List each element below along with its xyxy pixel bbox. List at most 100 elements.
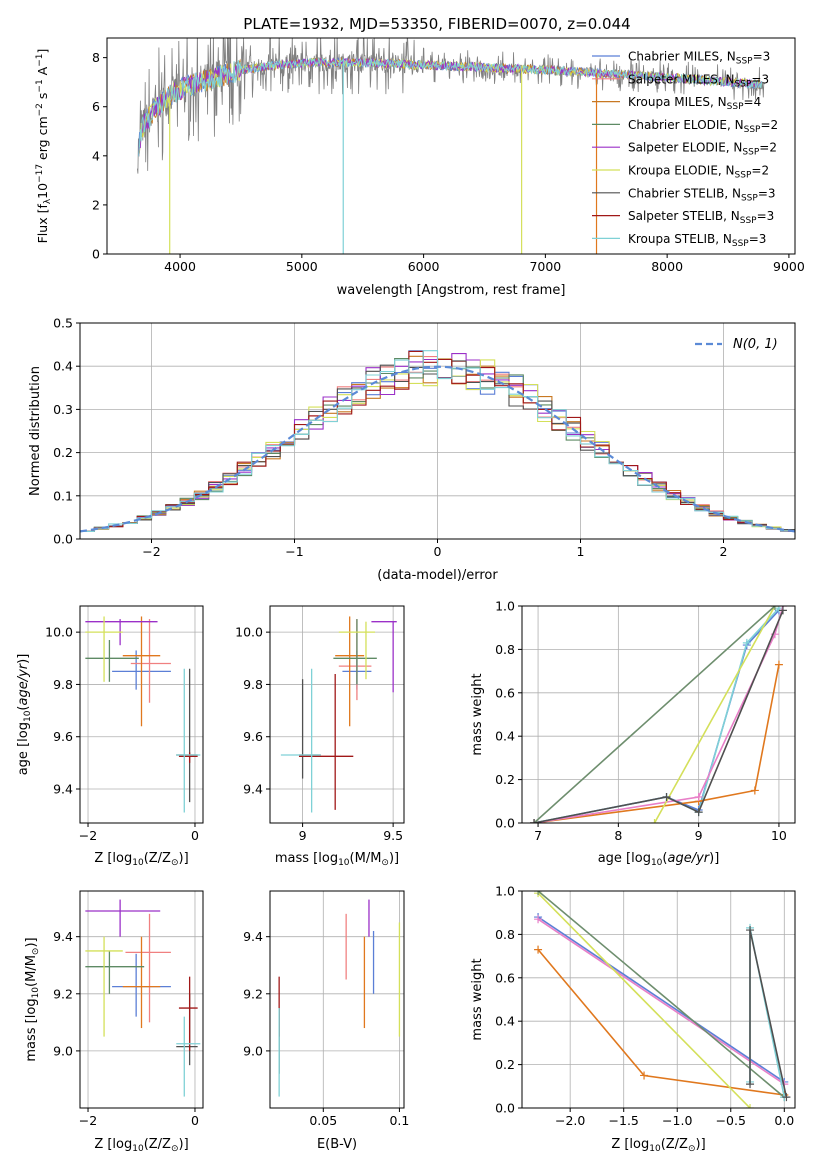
spectrum-y-label-part: −1 — [35, 79, 45, 92]
weight-marker — [746, 926, 755, 935]
y-tick-label: 1.0 — [495, 884, 515, 899]
age_vs_Z-x-label-part: Z [log — [94, 851, 132, 866]
x-tick-label: 9 — [299, 828, 307, 843]
age_vs_Z-y-label-group: age [log10(age/yr)] — [16, 654, 33, 776]
y-tick-label: 8 — [92, 50, 100, 65]
age_vs_mass-x-label-part: (M/M — [350, 851, 382, 866]
x-tick-label: 7000 — [529, 259, 561, 274]
y-tick-label: 0 — [92, 247, 100, 262]
weight-marker — [534, 891, 543, 895]
weight_vs_Z-panel: −2.0 −1.5 −1.0 −0.5 0.0 0.0 0.2 0.4 0.6 0.8 1.0 Z [… — [470, 884, 796, 1154]
weight-marker — [534, 915, 543, 924]
mass_vs_Z-y-label-part: )] — [24, 937, 39, 947]
legend-label-part: SSP — [735, 171, 752, 181]
legend-label: Chabrier ELODIE, NSSP=2 — [628, 118, 778, 135]
mass_vs_Z-y-label: mass [log10(M/M⊙)] — [24, 937, 41, 1061]
legend-label-part: SSP — [742, 148, 759, 158]
y-tick-label: 0.4 — [495, 729, 515, 744]
weight-marker — [750, 786, 759, 795]
weight-marker — [534, 945, 543, 954]
legend-label-part: Kroupa MILES, N — [628, 95, 727, 109]
y-tick-label: 10.0 — [235, 625, 263, 640]
weight-line — [537, 891, 785, 1098]
x-tick-label: 9 — [695, 828, 703, 843]
legend-label: Salpeter MILES, NSSP=3 — [628, 72, 769, 89]
x-tick-label: −1 — [285, 544, 303, 559]
mass_vs_Z-axes: −2 0 9.0 9.2 9.4 — [53, 929, 199, 1128]
age_vs_Z-axes: −2 0 9.4 9.6 9.8 10.0 — [45, 625, 199, 843]
residuals-panel: −2 −1 0 1 2 0.0 0.1 0.2 0.3 0.4 0.5 (data-model)/er… — [28, 316, 796, 583]
y-tick-label: 9.0 — [53, 1043, 73, 1058]
weight_vs_Z-x-label-part: ⊙ — [688, 1144, 696, 1154]
mass_vs_Z-y-label-part: mass [log — [24, 998, 39, 1061]
y-tick-label: 0.2 — [53, 445, 73, 460]
age_vs_Z-y-label-part: age/yr — [16, 662, 31, 705]
spectrum-y-label-part: ] — [35, 49, 50, 54]
spectrum-frame — [106, 37, 796, 255]
spectrum-model-line — [138, 56, 763, 157]
y-tick-label: 2 — [92, 197, 100, 212]
weight_vs_age-frame — [521, 605, 796, 824]
y-tick-label: 9.8 — [53, 677, 73, 692]
legend-label-part: SSP — [727, 102, 744, 112]
legend-label-part: Chabrier STELIB, N — [628, 186, 741, 200]
weight_vs_age-axes: 7 8 9 10 0.0 0.2 0.4 0.6 0.8 1.0 — [495, 599, 787, 844]
mass_vs_Z-x-label-part: ⊙ — [171, 1144, 179, 1154]
mass_vs_Z-x-label-part: Z [log — [94, 1137, 132, 1152]
y-tick-label: 0.2 — [495, 772, 515, 787]
gaussian-curve — [80, 365, 795, 533]
y-tick-label: 9.4 — [243, 782, 263, 797]
x-tick-label: 9.5 — [383, 828, 403, 843]
age_vs_mass-x-label: mass [log10(M/M⊙)] — [275, 851, 399, 868]
legend-label-part: SSP — [736, 57, 753, 67]
age_vs_Z-frame — [79, 605, 204, 824]
weight-line — [533, 664, 780, 823]
x-tick-label: 0.05 — [309, 1113, 337, 1128]
spectrum-panel: 4000 5000 6000 7000 8000 9000 0 2 4 6 8 wavelength … — [35, 37, 805, 298]
age_vs_Z-x-label-part: 10 — [132, 858, 144, 868]
x-tick-label: 0 — [191, 828, 199, 843]
residuals-plot-area — [80, 350, 795, 533]
y-tick-label: 0.4 — [53, 359, 73, 374]
age_vs_Z-x-label-part: (Z/Z — [144, 851, 171, 866]
legend-label: Salpeter STELIB, NSSP=3 — [628, 209, 774, 226]
x-tick-label: 8 — [614, 828, 622, 843]
weight_vs_age-x-label: age [log10(age/yr)] — [598, 851, 720, 868]
legend-label-part: Salpeter STELIB, N — [628, 209, 740, 223]
x-tick-label: −2.0 — [555, 1113, 585, 1128]
y-tick-label: 9.4 — [53, 782, 73, 797]
x-tick-label: 1 — [577, 544, 585, 559]
weight-marker — [662, 792, 671, 801]
mass_vs_Z-frame — [79, 890, 204, 1109]
legend-label: Salpeter ELODIE, NSSP=2 — [628, 141, 777, 158]
legend-label-part: =3 — [749, 232, 767, 246]
y-tick-label: 0.4 — [495, 1014, 515, 1029]
legend-label: N(0, 1) — [733, 337, 778, 352]
weight-marker — [746, 1080, 755, 1089]
y-tick-label: 9.8 — [243, 677, 263, 692]
spectrum-y-label: Flux [fλ10−17 erg cm−2 s−1 A−1] — [35, 49, 53, 244]
y-tick-label: 9.2 — [53, 986, 73, 1001]
weight-marker — [694, 808, 703, 817]
legend-label-part: Chabrier ELODIE, N — [628, 118, 744, 132]
x-tick-label: −1.5 — [609, 1113, 639, 1128]
y-tick-label: 9.2 — [243, 986, 263, 1001]
spectrum-plot-area — [137, 38, 765, 254]
x-tick-label: 0 — [434, 544, 442, 559]
spectrum-y-label-part: −2 — [35, 103, 45, 116]
mass_vs_ebv-axes: 0.05 0.1 9.0 9.2 9.4 — [243, 929, 409, 1128]
legend-label-part: =2 — [759, 141, 777, 155]
figure-title: PLATE=1932, MJD=53350, FIBERID=0070, z=0… — [243, 15, 630, 33]
weight-marker — [640, 1071, 649, 1080]
weight_vs_age-x-label-part: 10 — [651, 858, 663, 868]
y-tick-label: 1.0 — [495, 599, 515, 614]
age_vs_Z-x-label-part: )] — [179, 851, 189, 866]
residuals-y-label: Normed distribution — [28, 366, 43, 496]
age_vs_mass-plot-area — [280, 616, 397, 813]
weight_vs_age-x-label-part: age [log — [598, 851, 651, 866]
age_vs_mass-x-label-part: 10 — [338, 858, 350, 868]
age_vs_mass-axes: 9 9.5 9.4 9.6 9.8 10.0 — [235, 625, 403, 843]
age_vs_Z-y-label-part: 10 — [23, 710, 33, 722]
residual-histogram-step — [80, 350, 795, 532]
